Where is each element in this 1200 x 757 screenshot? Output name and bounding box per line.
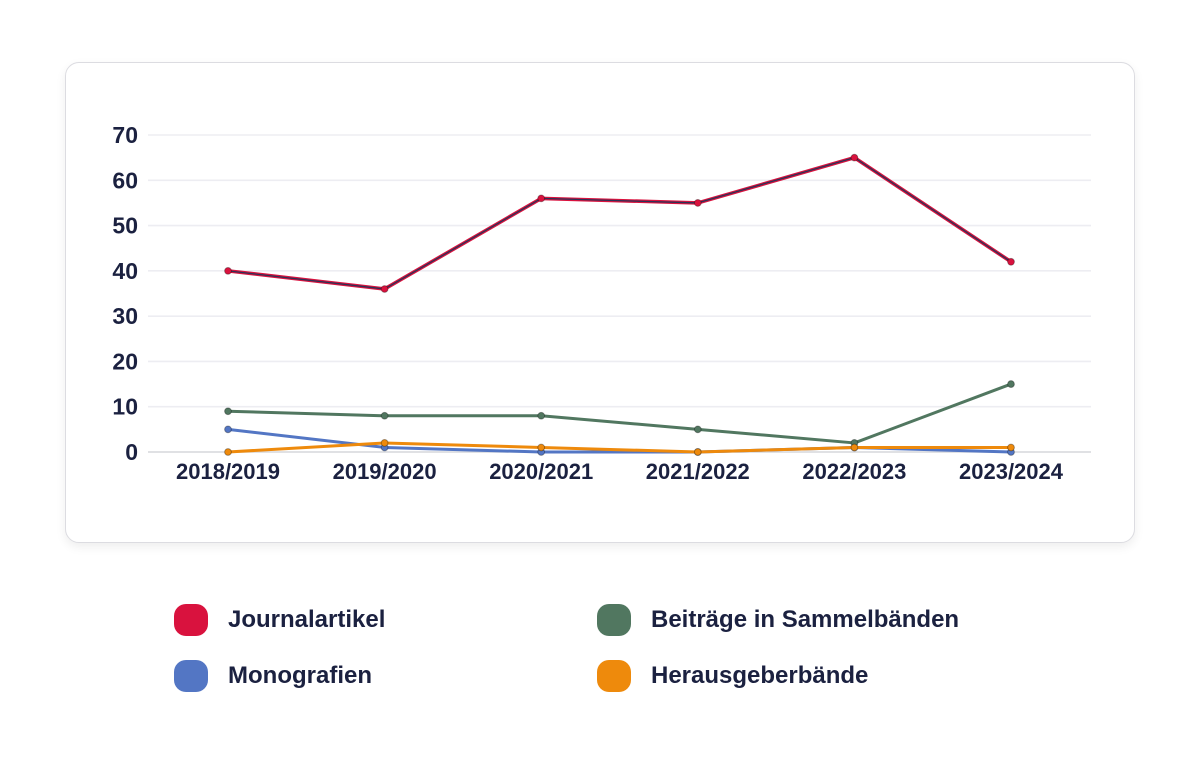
legend-swatch-monografien (174, 660, 208, 692)
data-point (850, 153, 859, 162)
x-tick-label: 2020/2021 (489, 459, 593, 484)
x-tick-label: 2018/2019 (176, 459, 280, 484)
data-point (380, 285, 389, 293)
legend-label-beitraege-in-sammelbaenden: Beiträge in Sammelbänden (651, 606, 960, 633)
data-point (224, 425, 232, 434)
series-line-herausgeberb-nde (226, 441, 1013, 454)
data-point (693, 425, 702, 434)
y-tick-label: 10 (112, 394, 138, 420)
series-line-core (227, 156, 1012, 290)
y-tick-label: 30 (112, 303, 138, 329)
data-point (693, 448, 702, 456)
y-tick-label: 60 (112, 167, 138, 193)
legend-column-1: Journalartikel Monografien (174, 604, 385, 692)
data-point (380, 411, 389, 420)
chart-card: 0 10 20 30 40 50 60 70 2018/2019 2019/2020 2020/20… (65, 62, 1135, 543)
line-chart: 0 10 20 30 40 50 60 70 2018/2019 2019/2020 2020/20… (112, 122, 1091, 484)
y-tick-label: 70 (112, 122, 138, 148)
data-point (1007, 443, 1015, 452)
y-tick-label: 40 (112, 258, 138, 284)
y-tick-label: 0 (125, 439, 138, 465)
x-tick-label: 2021/2022 (646, 459, 750, 484)
legend-column-2: Beiträge in Sammelbänden Herausgeberbänd… (597, 604, 959, 692)
series-line-journalartikel (226, 155, 1013, 291)
y-tick-label: 50 (112, 213, 138, 239)
x-tick-label: 2019/2020 (333, 459, 437, 484)
data-point (850, 443, 859, 452)
legend-item-journalartikel: Journalartikel (174, 604, 385, 636)
x-tick-label: 2023/2024 (959, 459, 1064, 484)
y-tick-label: 20 (112, 348, 138, 374)
data-point (1007, 257, 1015, 266)
series-line-beitr-ge-in-sammelb-nden (226, 382, 1013, 445)
legend-label-herausgeberbaende: Herausgeberbände (651, 662, 869, 689)
data-point (224, 448, 232, 456)
x-tick-label: 2022/2023 (802, 459, 906, 484)
legend-item-beitraege-in-sammelbaenden: Beiträge in Sammelbänden (597, 604, 959, 636)
data-point (224, 266, 232, 275)
data-point (380, 439, 389, 447)
legend-swatch-beitraege-in-sammelbaenden (597, 604, 631, 636)
data-point (537, 411, 546, 420)
legend-label-monografien: Monografien (228, 662, 372, 689)
data-point (224, 407, 232, 416)
data-point (537, 443, 546, 452)
legend-label-journalartikel: Journalartikel (228, 606, 386, 633)
data-point (693, 199, 702, 207)
legend-item-monografien: Monografien (174, 660, 385, 692)
legend-item-herausgeberbaende: Herausgeberbände (597, 660, 959, 692)
data-point (537, 194, 546, 203)
legend-swatch-herausgeberbaende (597, 660, 631, 692)
legend-swatch-journalartikel (174, 604, 208, 636)
data-point (1007, 380, 1015, 388)
